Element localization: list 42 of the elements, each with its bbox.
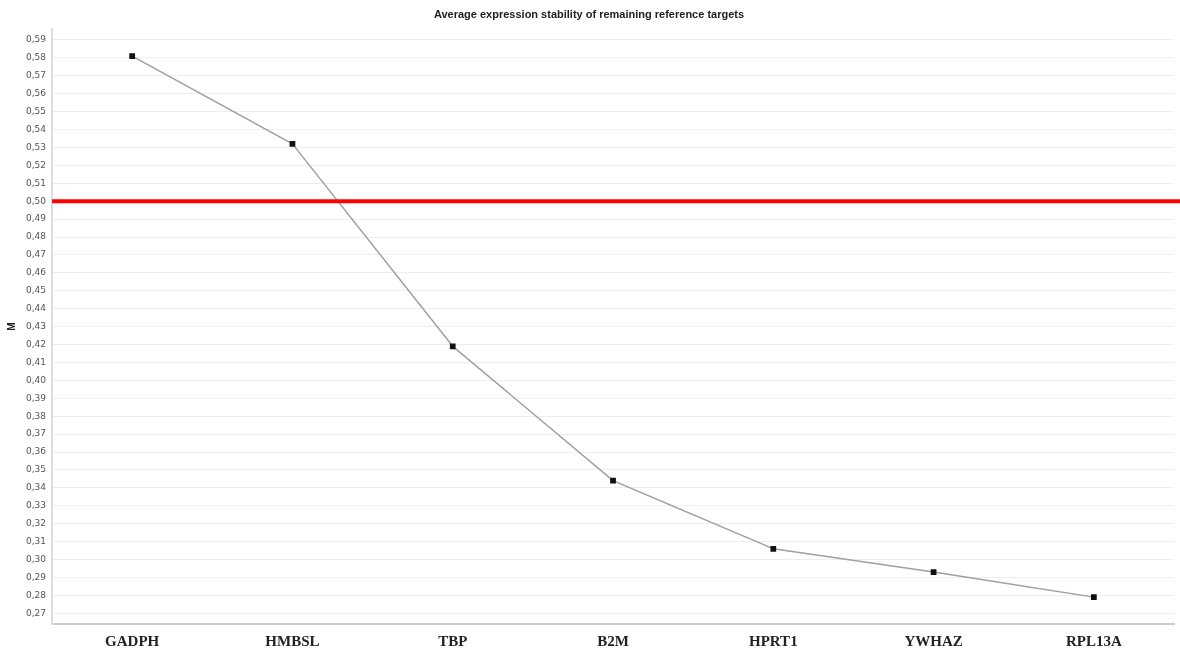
- y-tick-label: 0,46: [25, 267, 47, 278]
- y-tick-label: 0,59: [25, 34, 47, 45]
- y-tick-label: 0,56: [25, 88, 47, 99]
- x-tick-label: HPRT1: [748, 632, 798, 649]
- x-tick-label: RPL13A: [1065, 632, 1122, 649]
- x-tick-label: YWHAZ: [904, 632, 963, 649]
- y-tick-label: 0,43: [25, 320, 47, 331]
- y-tick-label: 0,51: [25, 177, 47, 188]
- y-tick-label: 0,54: [25, 123, 47, 134]
- y-tick-label: 0,52: [25, 159, 47, 170]
- y-tick-label: 0,27: [25, 607, 47, 618]
- y-tick-label: 0,42: [25, 338, 47, 349]
- chart-title: Average expression stability of remaining reference targets: [433, 7, 745, 20]
- y-tick-label: 0,57: [25, 70, 47, 81]
- y-tick-label: 0,35: [25, 464, 47, 475]
- y-tick-label: 0,41: [25, 356, 47, 367]
- y-tick-label: 0,37: [25, 428, 47, 439]
- y-tick-label: 0,32: [25, 518, 47, 529]
- y-tick-label: 0,47: [25, 249, 47, 260]
- y-axis-title: M: [5, 322, 17, 331]
- y-tick-label: 0,53: [25, 141, 47, 152]
- y-tick-label: 0,39: [25, 392, 47, 403]
- y-tick-label: 0,49: [25, 213, 47, 224]
- y-tick-label: 0,34: [25, 482, 47, 493]
- y-tick-label: 0,36: [25, 446, 47, 457]
- x-tick-label: HMBSL: [265, 632, 320, 649]
- y-tick-label: 0,50: [25, 195, 47, 206]
- y-tick-label: 0,40: [25, 374, 47, 385]
- y-tick-label: 0,33: [25, 500, 47, 511]
- y-tick-label: 0,31: [25, 535, 47, 546]
- y-tick-label: 0,30: [25, 553, 47, 564]
- x-tick-label: B2M: [597, 632, 629, 649]
- y-tick-label: 0,45: [25, 285, 47, 296]
- x-tick-label: TBP: [438, 632, 468, 649]
- y-tick-label: 0,38: [25, 410, 47, 421]
- y-tick-label: 0,58: [25, 52, 47, 63]
- y-tick-label: 0,44: [25, 303, 47, 314]
- y-tick-label: 0,28: [25, 589, 47, 600]
- y-tick-label: 0,29: [25, 571, 47, 582]
- y-tick-label: 0,55: [25, 105, 47, 116]
- y-tick-label: 0,48: [25, 231, 47, 242]
- x-tick-label: GADPH: [105, 632, 160, 649]
